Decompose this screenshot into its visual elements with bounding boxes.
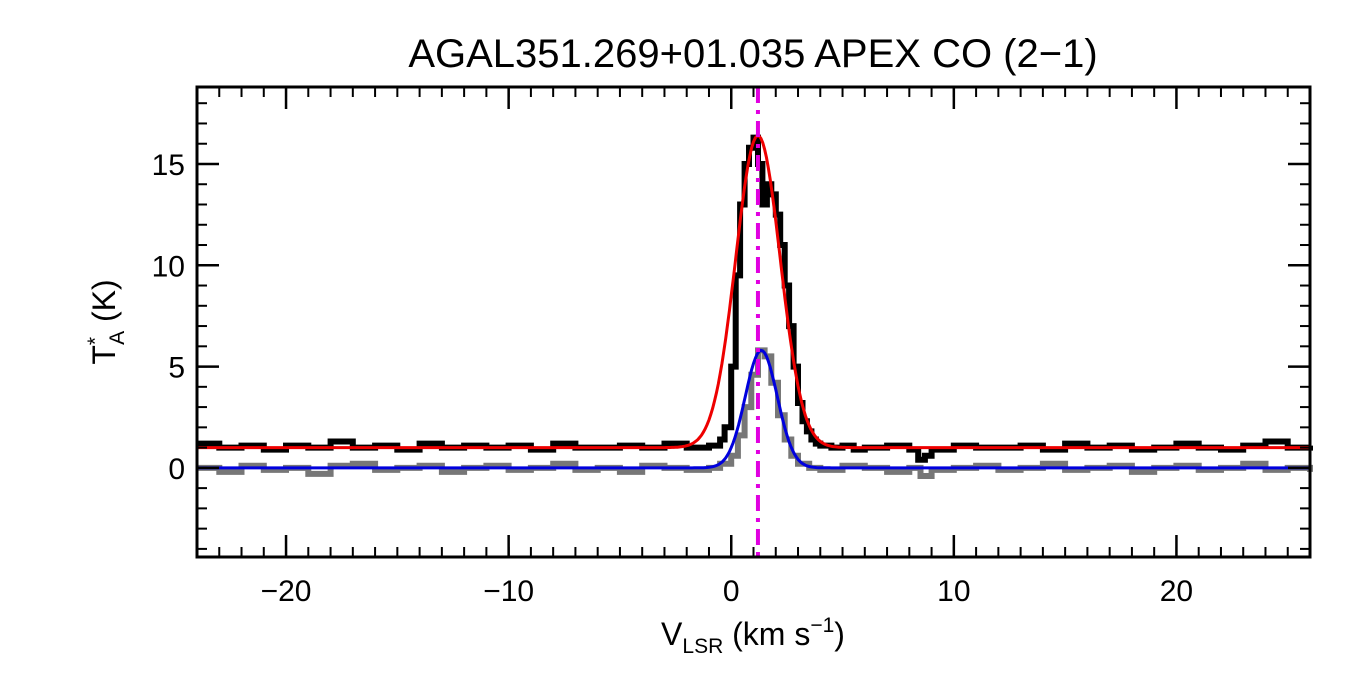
- axis-ticks: [196, 87, 1311, 557]
- x-axis-label-close: ): [834, 616, 845, 652]
- y-tick-label: 0: [168, 453, 185, 486]
- x-axis-label-sup: −1: [810, 614, 834, 637]
- x-axis-label: VLSR (km s−1): [661, 614, 845, 658]
- y-axis-label: T*A (K): [84, 279, 129, 364]
- plot-frame: [195, 85, 1312, 559]
- y-axis-label-main: T: [86, 345, 122, 365]
- spectrum-series-0: [197, 134, 1313, 463]
- series-layer: [197, 87, 1313, 557]
- spectrum-series-1: [197, 347, 1313, 479]
- y-tick-label: 15: [152, 149, 185, 182]
- x-tick-label: 0: [723, 575, 740, 608]
- fit-curve-3: [197, 348, 1310, 470]
- x-axis-label-unit: (km s: [723, 616, 810, 652]
- x-tick-label: 20: [1160, 575, 1193, 608]
- x-tick-label: −20: [261, 575, 312, 608]
- y-axis-label-unit: (K): [86, 279, 122, 331]
- x-tick-label: −10: [483, 575, 534, 608]
- x-axis-label-main: V: [661, 616, 683, 652]
- chart-title: AGAL351.269+01.035 APEX CO (2−1): [408, 32, 1097, 76]
- tick-labels: −20 −10 0 10 20 0 5 10 15: [152, 149, 1194, 608]
- y-tick-label: 5: [168, 352, 185, 385]
- y-axis-label-sup: *: [84, 337, 107, 345]
- x-axis-label-sub: LSR: [682, 635, 723, 658]
- y-tick-label: 10: [152, 250, 185, 283]
- fit-curve-2: [197, 134, 1310, 450]
- y-axis-label-sub: A: [106, 331, 129, 345]
- x-tick-label: 10: [937, 575, 970, 608]
